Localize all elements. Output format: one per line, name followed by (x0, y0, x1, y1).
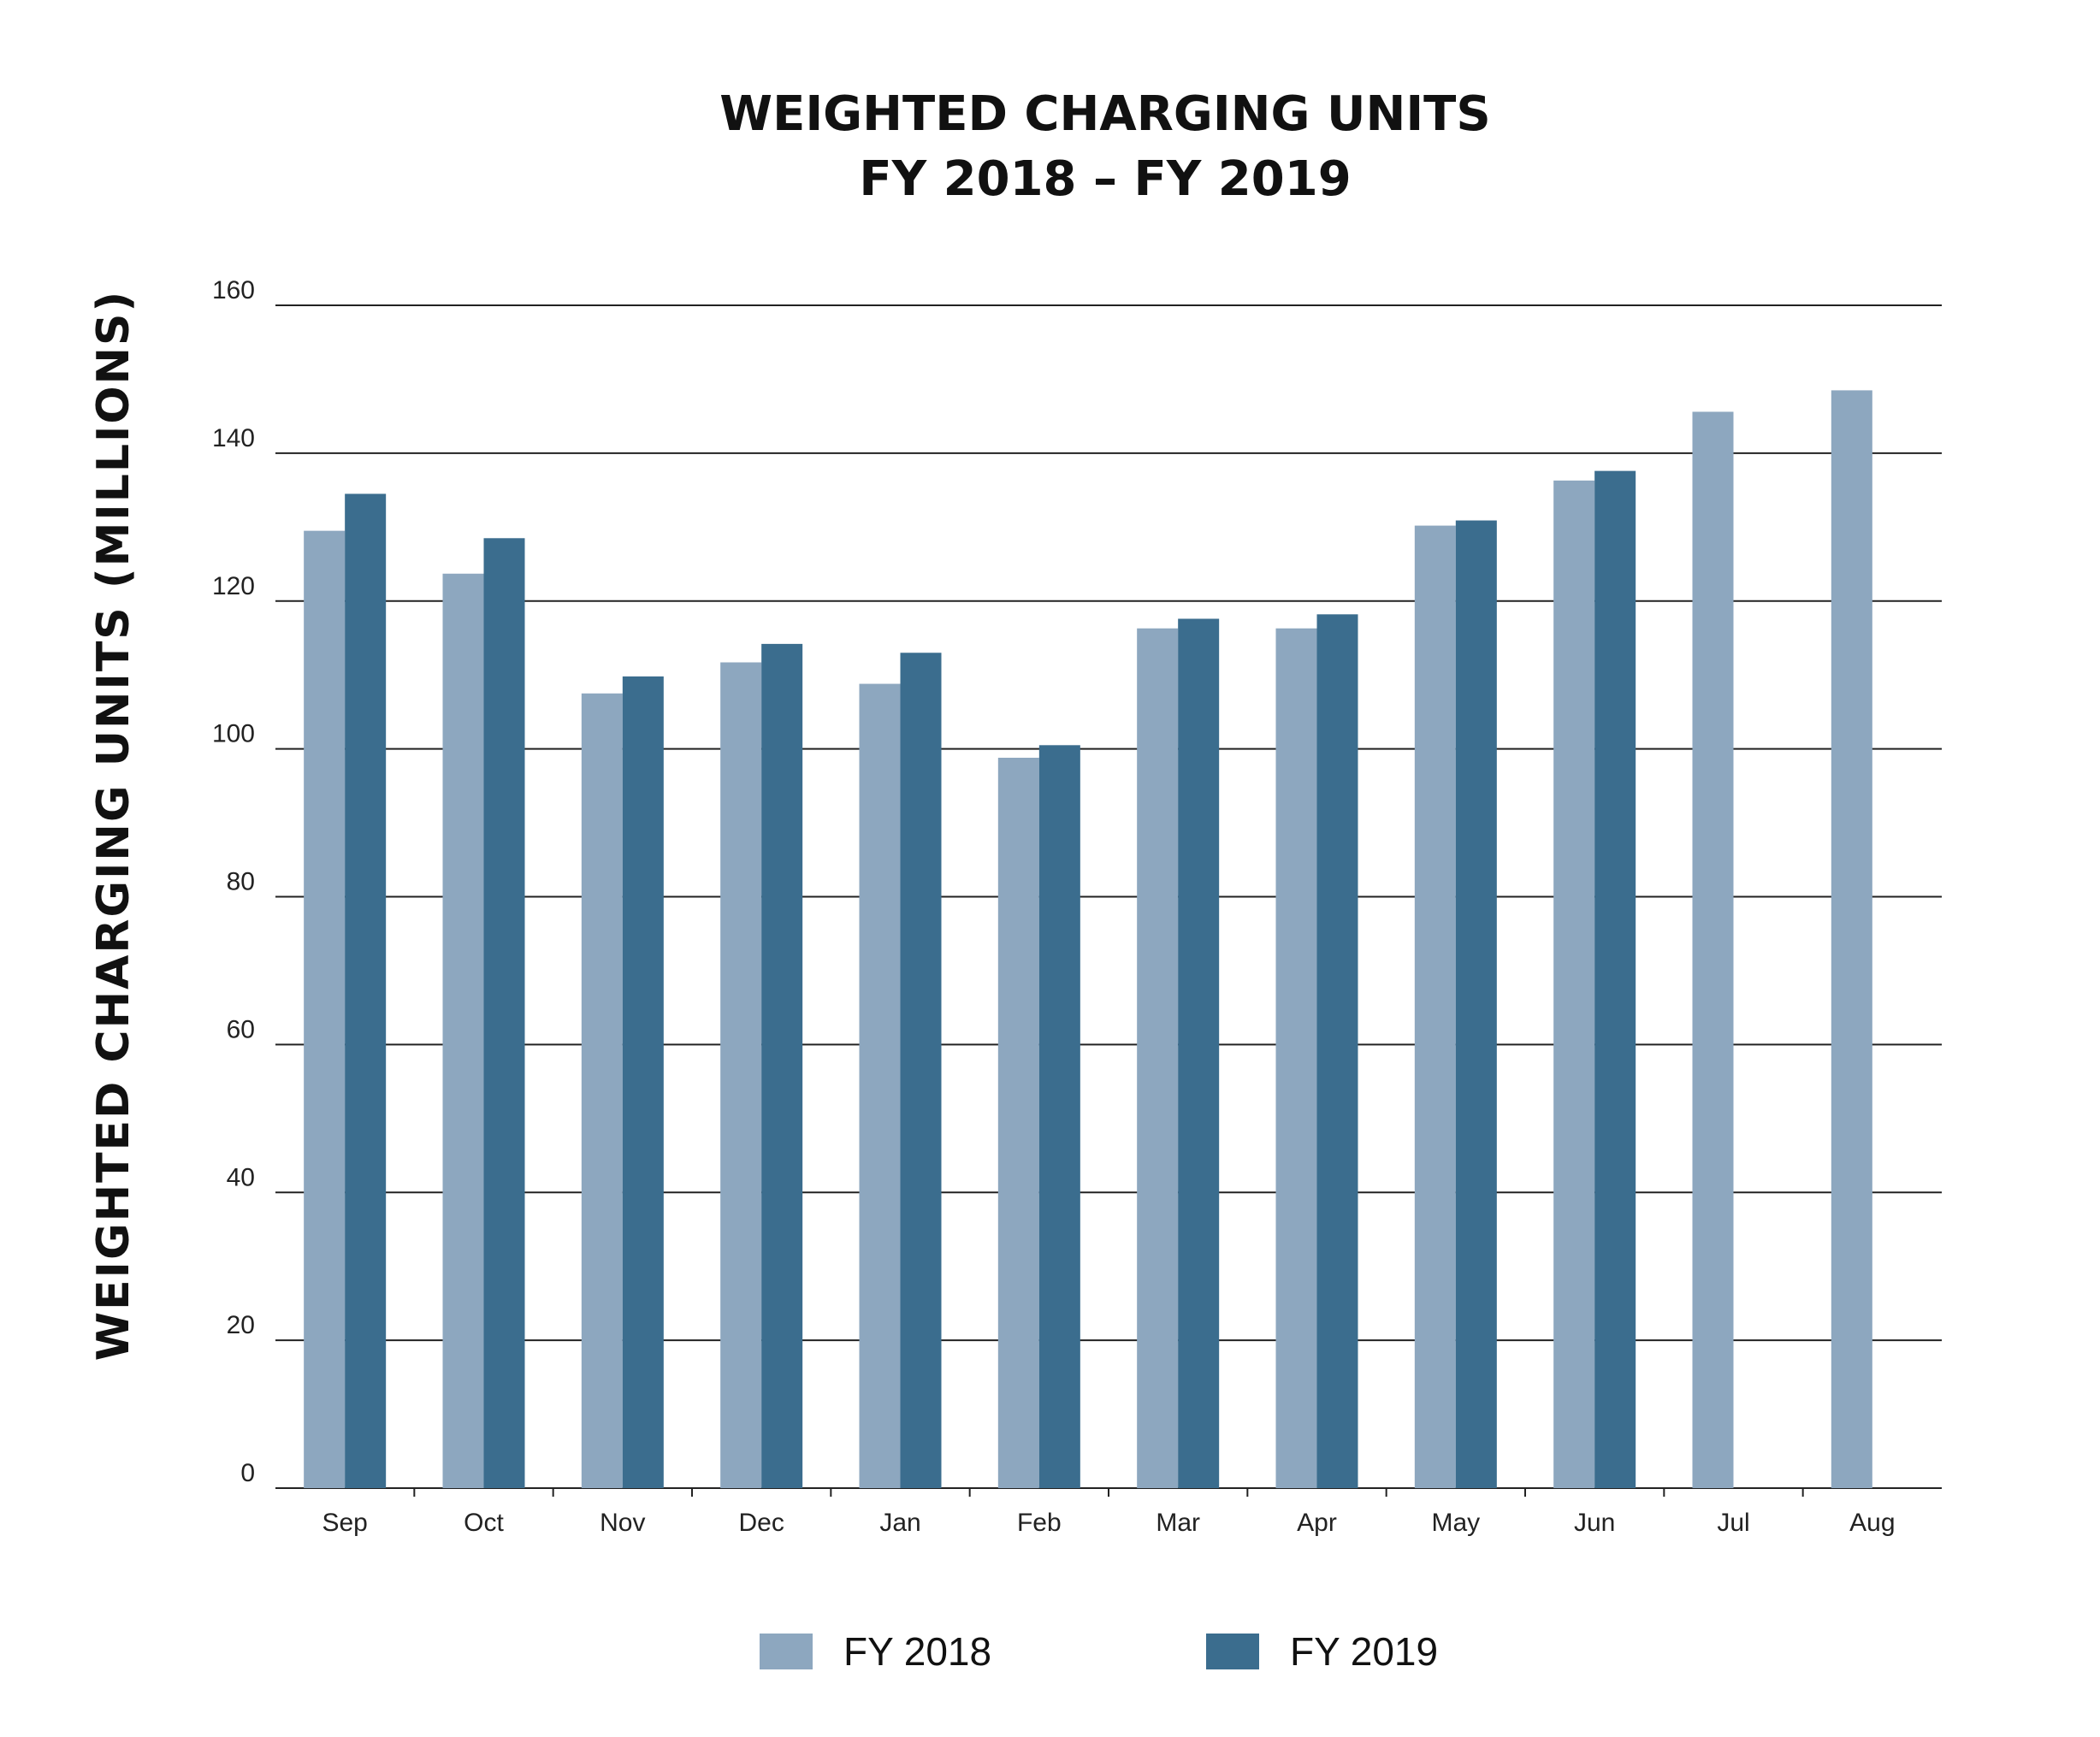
bar-jun-fy-2019 (1594, 470, 1636, 1488)
legend-swatch-fy-2018 (760, 1634, 813, 1669)
x-tick-label: Aug (1849, 1509, 1895, 1537)
y-tick-label: 60 (227, 1015, 255, 1043)
bar-mar-fy-2019 (1178, 618, 1220, 1488)
y-tick-label: 160 (212, 276, 255, 304)
y-tick-label: 120 (212, 572, 255, 600)
y-tick-label: 80 (227, 868, 255, 896)
x-tick-label: Dec (738, 1509, 784, 1537)
gridlines (275, 304, 1942, 1489)
y-tick-label: 40 (227, 1163, 255, 1191)
legend: FY 2018 FY 2019 (760, 1629, 1438, 1674)
chart-title: WEIGHTED CHARGING UNITS (719, 86, 1490, 142)
bar-dec-fy-2019 (761, 643, 803, 1488)
y-axis-label: WEIGHTED CHARGING UNITS (MILLIONS) (88, 290, 139, 1362)
y-tick-label: 20 (227, 1311, 255, 1339)
x-tick-label: Nov (600, 1509, 645, 1537)
bar-apr-fy-2018 (1275, 628, 1317, 1488)
bar-feb-fy-2018 (997, 757, 1039, 1488)
chart-subtitle: FY 2018 – FY 2019 (859, 151, 1351, 207)
x-tick-label: Sep (322, 1509, 367, 1537)
x-tick-labels: Sep Oct Nov Dec Jan Feb Mar Apr May Jun Jul Aug (322, 1488, 1896, 1537)
legend-label: FY 2018 (843, 1629, 991, 1674)
bar-nov-fy-2019 (622, 676, 664, 1488)
bar-may-fy-2019 (1455, 520, 1497, 1488)
x-tick-label: Feb (1017, 1509, 1062, 1537)
legend-label: FY 2019 (1290, 1629, 1438, 1674)
bar-sep-fy-2018 (304, 530, 346, 1488)
bar-nov-fy-2018 (581, 693, 623, 1488)
bar-oct-fy-2019 (483, 538, 525, 1489)
y-tick-labels: 0 20 40 60 80 100 120 140 160 (212, 276, 255, 1487)
bar-jul-fy-2018 (1692, 411, 1734, 1489)
bar-oct-fy-2018 (442, 573, 484, 1489)
x-tick-label: Mar (1156, 1509, 1200, 1537)
y-tick-label: 140 (212, 424, 255, 452)
bars (304, 390, 1872, 1489)
bar-apr-fy-2019 (1316, 614, 1358, 1488)
x-tick-label: May (1431, 1509, 1480, 1537)
legend-swatch-fy-2019 (1206, 1634, 1259, 1669)
x-tick-label: Oct (464, 1509, 504, 1537)
bar-jan-fy-2019 (900, 653, 942, 1488)
x-tick-label: Apr (1297, 1509, 1337, 1537)
bar-aug-fy-2018 (1831, 390, 1872, 1489)
bar-jan-fy-2018 (859, 683, 901, 1488)
bar-jun-fy-2018 (1553, 480, 1595, 1488)
bar-dec-fy-2018 (720, 662, 762, 1488)
x-tick-label: Jun (1574, 1509, 1615, 1537)
bar-feb-fy-2019 (1038, 745, 1080, 1488)
y-tick-label: 0 (240, 1459, 255, 1487)
bar-may-fy-2018 (1414, 525, 1456, 1488)
x-tick-label: Jan (879, 1509, 920, 1537)
bar-mar-fy-2018 (1137, 628, 1179, 1488)
x-tick-label: Jul (1717, 1509, 1749, 1537)
bar-sep-fy-2019 (345, 493, 387, 1488)
y-tick-label: 100 (212, 720, 255, 748)
